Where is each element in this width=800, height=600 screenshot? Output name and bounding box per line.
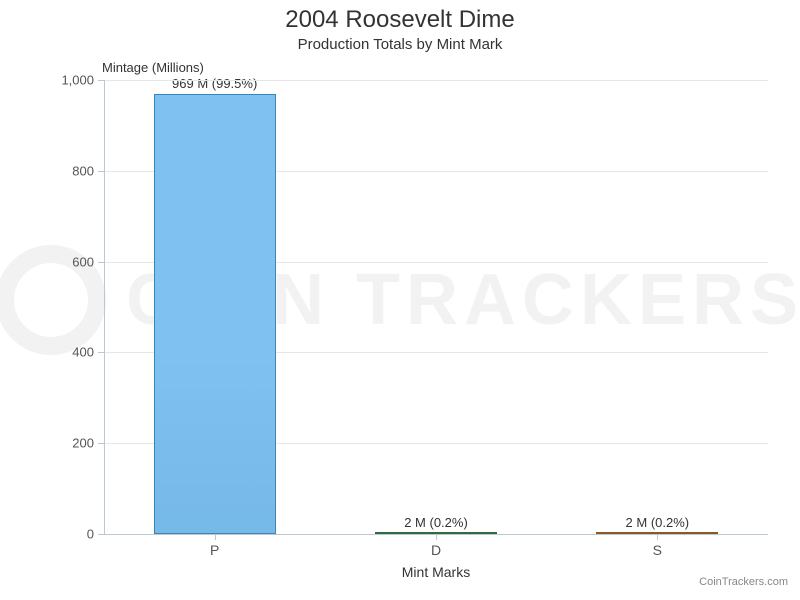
y-axis-line: [104, 80, 105, 534]
x-tick-label: D: [431, 542, 441, 558]
chart-title: 2004 Roosevelt Dime: [0, 6, 800, 34]
y-axis-label: Mintage (Millions): [102, 60, 204, 75]
y-tick-label: 1,000: [34, 73, 94, 88]
y-tick-label: 0: [34, 527, 94, 542]
y-tick-label: 800: [34, 163, 94, 178]
bar: [154, 94, 276, 534]
x-axis-label: Mint Marks: [104, 564, 768, 580]
gridline: [104, 80, 768, 81]
y-tick-label: 600: [34, 254, 94, 269]
x-tick-mark: [657, 534, 658, 540]
x-tick-mark: [215, 534, 216, 540]
x-tick-label: S: [653, 542, 662, 558]
chart-subtitle: Production Totals by Mint Mark: [0, 36, 800, 53]
y-tick-label: 200: [34, 436, 94, 451]
chart-title-block: 2004 Roosevelt Dime Production Totals by…: [0, 6, 800, 53]
y-tick-label: 400: [34, 345, 94, 360]
chart-plot-area: [104, 80, 768, 534]
x-tick-mark: [436, 534, 437, 540]
x-tick-label: P: [210, 542, 219, 558]
